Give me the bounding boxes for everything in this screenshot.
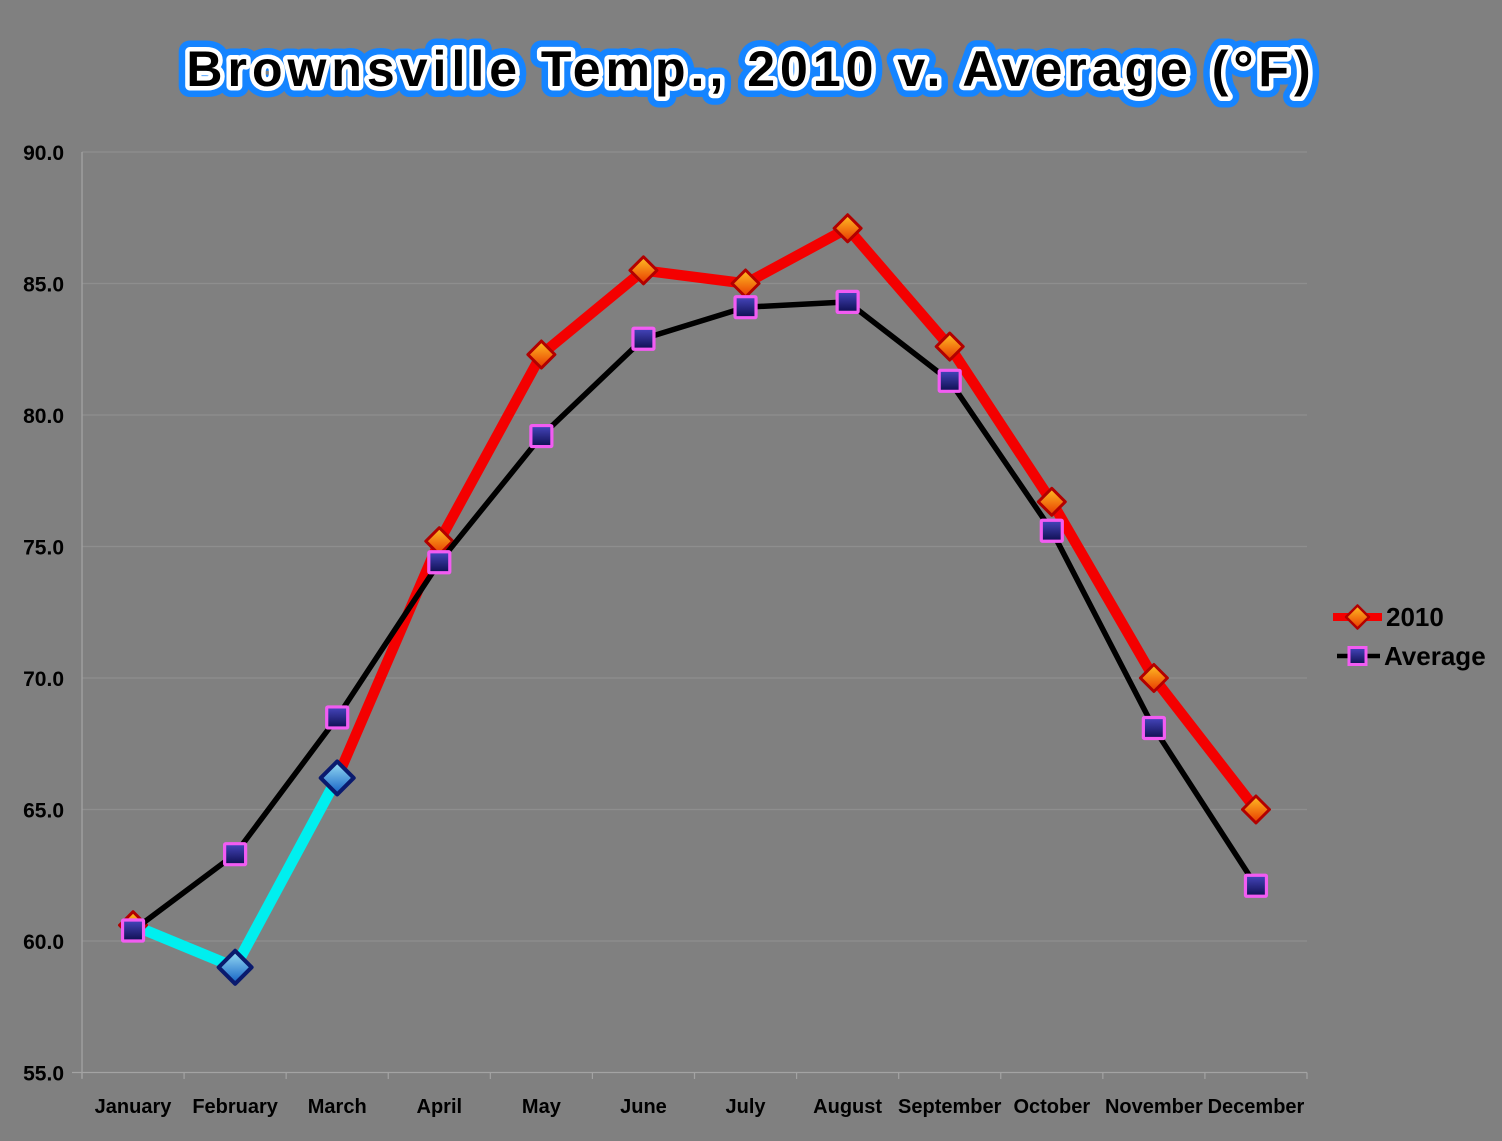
x-axis-label-june: June bbox=[620, 1096, 667, 1118]
legend-item-2010[interactable]: 2010 bbox=[1386, 602, 1444, 632]
point-average-august[interactable] bbox=[835, 289, 860, 315]
x-axis-label-december: December bbox=[1208, 1096, 1305, 1118]
series-average-line[interactable] bbox=[130, 299, 1259, 934]
y-axis-label-85: 85.0 bbox=[23, 274, 64, 297]
y-axis-label-70: 70.0 bbox=[23, 668, 64, 691]
point-2010-december[interactable] bbox=[1240, 794, 1271, 825]
x-axis-label-april: April bbox=[417, 1096, 463, 1118]
point-average-june[interactable] bbox=[631, 326, 656, 351]
y-axis-label-60: 60.0 bbox=[23, 931, 64, 954]
x-axis-label-january: January bbox=[95, 1096, 173, 1118]
x-axis-label-november: November bbox=[1105, 1096, 1203, 1118]
point-average-october[interactable] bbox=[1039, 518, 1064, 543]
point-2010-may[interactable] bbox=[526, 339, 557, 370]
point-average-july[interactable] bbox=[733, 295, 758, 320]
point-average-january[interactable] bbox=[120, 918, 146, 943]
point-average-february[interactable] bbox=[223, 842, 248, 867]
x-axis-label-august: August bbox=[813, 1096, 882, 1118]
point-average-september[interactable] bbox=[937, 368, 962, 393]
y-axis-label-90: 90.0 bbox=[23, 142, 64, 165]
point-average-april[interactable] bbox=[427, 550, 452, 575]
legend-marker-average bbox=[1337, 646, 1380, 666]
highlight-point-2010-february[interactable] bbox=[216, 948, 254, 986]
y-axis-label-65: 65.0 bbox=[23, 800, 64, 823]
chart-title-outline: Brownsville Temp., 2010 v. Average (°F) bbox=[186, 41, 1315, 97]
plot-area: 55.0 60.0 65.0 70.0 75.0 80.0 85.0 90.0 January F… bbox=[23, 142, 1308, 1118]
chart-title-text: Brownsville Temp., 2010 v. Average (°F) bbox=[186, 41, 1315, 97]
legend-marker-2010 bbox=[1333, 604, 1382, 630]
x-axis-label-july: July bbox=[726, 1096, 767, 1118]
y-axis-label-80: 80.0 bbox=[23, 405, 64, 428]
y-axis-label-55: 55.0 bbox=[23, 1063, 64, 1086]
legend-square-icon bbox=[1347, 646, 1368, 666]
chart-title[interactable]: Brownsville Temp., 2010 v. Average (°F) … bbox=[175, 30, 1321, 108]
x-axis-label-october: October bbox=[1013, 1096, 1090, 1118]
x-axis-label-september: September bbox=[898, 1096, 1002, 1118]
x-axis-label-february: February bbox=[192, 1096, 278, 1118]
y-axis-label-75: 75.0 bbox=[23, 537, 64, 560]
point-average-may[interactable] bbox=[529, 423, 554, 449]
point-2010-october[interactable] bbox=[1036, 486, 1067, 517]
legend-item-average[interactable]: Average bbox=[1384, 641, 1486, 671]
highlight-segment[interactable] bbox=[127, 772, 343, 973]
point-average-march[interactable] bbox=[325, 705, 350, 730]
point-2010-august[interactable] bbox=[832, 213, 863, 244]
legend: 2010 Average bbox=[1333, 602, 1486, 671]
x-axis-label-march: March bbox=[308, 1096, 367, 1118]
point-2010-september[interactable] bbox=[934, 331, 965, 362]
point-average-december[interactable] bbox=[1243, 873, 1269, 898]
point-average-november[interactable] bbox=[1141, 715, 1166, 741]
legend-diamond-icon[interactable] bbox=[1344, 604, 1371, 630]
x-axis-label-may: May bbox=[522, 1096, 562, 1118]
point-2010-november[interactable] bbox=[1138, 663, 1169, 693]
highlight-point-2010-march[interactable] bbox=[318, 759, 356, 797]
point-2010-june[interactable] bbox=[628, 255, 659, 286]
